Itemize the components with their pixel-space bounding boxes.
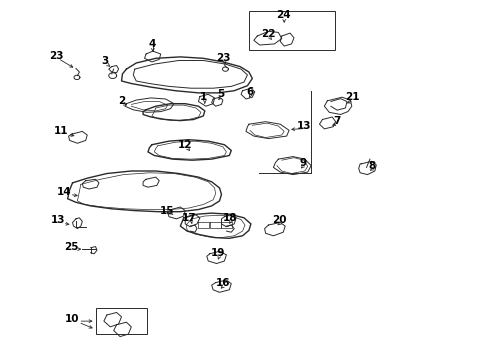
Text: 8: 8: [369, 161, 376, 171]
Text: 15: 15: [159, 206, 174, 216]
Text: 25: 25: [64, 242, 78, 252]
Text: 10: 10: [65, 314, 80, 324]
Text: 21: 21: [345, 92, 360, 102]
Text: 9: 9: [299, 158, 306, 168]
Text: 16: 16: [216, 278, 230, 288]
Text: 13: 13: [50, 215, 65, 225]
Text: 7: 7: [333, 116, 341, 126]
Text: 19: 19: [211, 248, 225, 258]
Text: 14: 14: [56, 186, 71, 197]
Text: 1: 1: [200, 92, 207, 102]
Text: 17: 17: [181, 213, 196, 223]
Bar: [96, 308, 147, 334]
Text: 5: 5: [217, 89, 224, 99]
Bar: [249, 11, 335, 50]
Text: 2: 2: [118, 96, 125, 106]
Text: 4: 4: [148, 39, 156, 49]
Text: 22: 22: [261, 29, 276, 39]
Text: 23: 23: [49, 51, 64, 61]
Text: 18: 18: [223, 213, 238, 223]
Text: 24: 24: [276, 10, 291, 20]
Text: 11: 11: [54, 126, 69, 136]
Text: 3: 3: [102, 56, 109, 66]
Text: 23: 23: [216, 53, 230, 63]
Text: 12: 12: [178, 140, 193, 150]
Text: 13: 13: [296, 121, 311, 131]
Text: 20: 20: [272, 215, 287, 225]
Text: 6: 6: [246, 87, 253, 97]
